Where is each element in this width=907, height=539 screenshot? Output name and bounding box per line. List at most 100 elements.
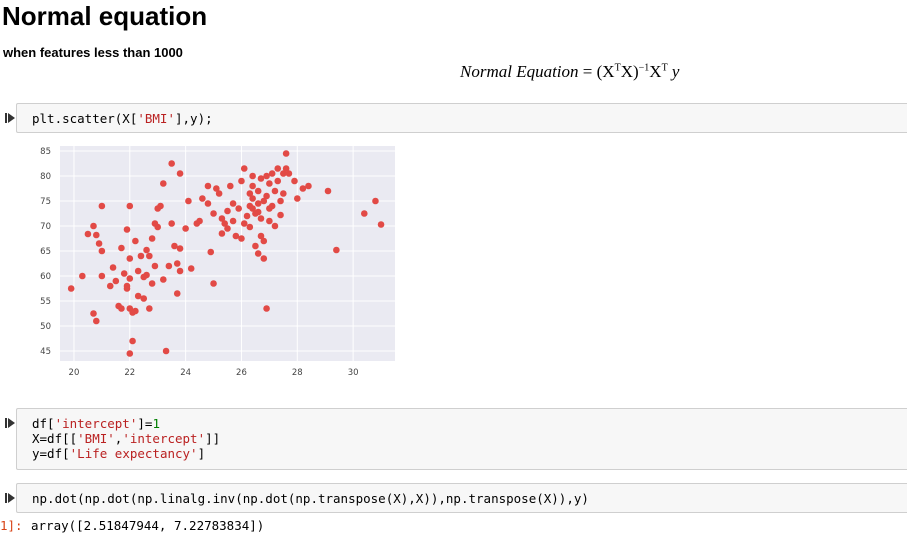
data-point (333, 246, 340, 254)
equation-mid: X) (620, 62, 639, 81)
y-tick-label: 80 (40, 172, 51, 182)
data-point (266, 217, 273, 225)
y-tick-label: 65 (40, 247, 51, 257)
code-token: ],y); (175, 111, 213, 126)
data-point (79, 272, 86, 280)
run-cell-icon[interactable] (5, 418, 15, 428)
code-token: plt.scatter(X[ (32, 111, 138, 126)
data-point (146, 252, 153, 260)
data-point (92, 231, 100, 239)
data-point (266, 180, 273, 187)
data-point (280, 170, 287, 177)
code-token: , (114, 431, 123, 446)
data-point (249, 172, 256, 180)
data-point (377, 221, 385, 228)
code-token: 'Life expectancy' (69, 446, 198, 461)
code-cell[interactable]: df['intercept']=1 X=df[['BMI','intercept'… (16, 408, 907, 470)
data-point (372, 197, 379, 205)
data-point (171, 242, 178, 250)
data-point (157, 202, 164, 210)
code-token: ] (197, 446, 206, 461)
x-tick-label: 26 (236, 368, 247, 378)
data-point (249, 182, 256, 190)
code-line: y=df['Life expectancy'] (32, 446, 907, 461)
data-point (274, 165, 282, 172)
data-point (159, 180, 167, 187)
data-point (165, 262, 173, 270)
normal-equation-formula: Normal Equation = (XTX)−1XT y (460, 62, 679, 82)
data-point (98, 202, 106, 210)
data-point (106, 282, 114, 290)
data-point (90, 222, 97, 230)
data-point (249, 195, 256, 202)
data-point (293, 195, 301, 202)
code-token: ]] (205, 431, 221, 446)
data-point (254, 187, 262, 195)
data-point (238, 177, 245, 185)
code-line: X=df[['BMI','intercept']] (32, 431, 907, 446)
x-tick-label: 30 (348, 368, 359, 378)
data-point (132, 307, 139, 315)
equation-y: y (671, 62, 680, 81)
data-point (173, 260, 181, 267)
data-point (257, 175, 265, 182)
code-token: 'BMI' (137, 111, 175, 126)
output-text: array([2.51847944, 7.22783834]) (31, 518, 265, 533)
data-point (218, 215, 226, 222)
data-point (185, 197, 192, 205)
data-point (280, 190, 287, 197)
y-tick-label: 45 (40, 347, 51, 357)
x-tick-label: 24 (180, 368, 191, 378)
data-point (271, 187, 279, 195)
data-point (249, 205, 256, 212)
code-token: np.dot(np.dot(np.linalg.inv(np.dot(np.tr… (32, 491, 589, 506)
data-point (154, 223, 162, 231)
data-point (263, 172, 270, 180)
y-tick-label: 85 (40, 147, 51, 157)
data-point (148, 280, 156, 287)
data-point (176, 170, 184, 177)
page-title: Normal equation (2, 1, 208, 31)
data-point (92, 317, 100, 325)
data-point (140, 295, 148, 302)
code-line: plt.scatter(X['BMI'],y); (32, 111, 907, 126)
data-point (240, 220, 248, 227)
equation-rhs: = (X (582, 62, 615, 81)
data-point (126, 202, 134, 210)
data-point (168, 220, 175, 227)
plot-area (60, 146, 395, 361)
equation-x: X (649, 62, 662, 81)
run-cell-icon[interactable] (5, 493, 15, 503)
y-tick-label: 75 (40, 197, 51, 207)
data-point (263, 305, 270, 312)
output-prompt: 1]: (0, 518, 23, 533)
data-point (109, 264, 117, 271)
code-cell[interactable]: plt.scatter(X['BMI'],y); (16, 103, 907, 133)
data-point (143, 246, 150, 254)
data-point (240, 165, 248, 172)
code-token: y=df[ (32, 446, 70, 461)
data-point (118, 305, 125, 312)
data-point (146, 305, 153, 312)
data-point (268, 202, 276, 210)
code-token: X=df[[ (32, 431, 78, 446)
data-point (324, 187, 332, 195)
code-line: np.dot(np.dot(np.linalg.inv(np.dot(np.tr… (32, 491, 907, 506)
equation-sup: T (661, 62, 668, 74)
equation-sup: T (614, 62, 621, 74)
data-point (232, 232, 240, 240)
data-point (204, 182, 212, 190)
run-cell-icon[interactable] (5, 113, 15, 123)
y-tick-label: 50 (40, 322, 51, 332)
data-point (277, 211, 284, 219)
data-point (196, 217, 203, 225)
data-point (271, 222, 279, 230)
data-point (159, 276, 167, 283)
data-point (123, 285, 131, 292)
x-tick-label: 28 (292, 368, 303, 378)
code-cell[interactable]: np.dot(np.dot(np.linalg.inv(np.dot(np.tr… (16, 483, 907, 513)
data-point (226, 182, 234, 190)
data-point (204, 200, 212, 207)
equation-lhs: Normal Equation (460, 62, 579, 81)
data-point (257, 232, 265, 240)
